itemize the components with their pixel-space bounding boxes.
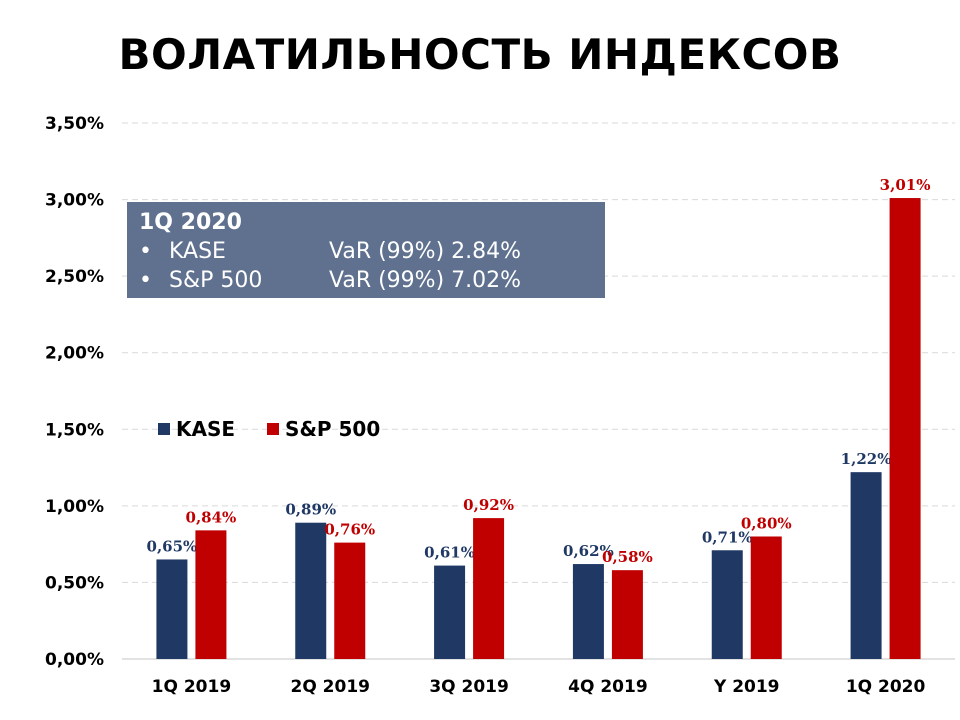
data-label-kase: 0,89% [285, 501, 336, 519]
bar-sp500 [334, 542, 366, 659]
x-tick-label: 2Q 2019 [290, 677, 370, 697]
x-tick-label: 4Q 2019 [568, 677, 648, 697]
info-row-kase: • KASE VaR (99%) 2.84% [139, 237, 593, 266]
legend-item-kase: KASE [158, 417, 235, 441]
data-label-sp500: 0,80% [741, 514, 792, 532]
x-tick-label: 1Q 2019 [152, 677, 232, 697]
bar-sp500 [473, 518, 505, 659]
bar-kase [295, 522, 327, 659]
bar-kase [572, 564, 604, 659]
data-label-kase: 0,71% [702, 528, 753, 546]
chart-title: ВОЛАТИЛЬНОСТЬ ИНДЕКСОВ [118, 30, 842, 79]
chart-legend: KASE S&P 500 [158, 417, 380, 441]
data-label-kase: 1,22% [841, 450, 892, 468]
bullet-icon: • [139, 239, 152, 264]
legend-label-kase: KASE [176, 417, 236, 441]
info-row-sp500: • S&P 500 VaR (99%) 7.02% [139, 266, 593, 295]
bar-kase [711, 550, 743, 659]
legend-swatch-sp500 [267, 423, 280, 435]
var-info-box: 1Q 2020 • KASE VaR (99%) 2.84% • S&P 500… [127, 202, 605, 298]
data-label-sp500: 0,76% [324, 521, 375, 539]
x-tick-label: 3Q 2019 [429, 677, 509, 697]
y-tick-label: 0,50% [45, 573, 104, 593]
data-label-sp500: 0,92% [463, 496, 514, 514]
data-label-sp500: 0,58% [602, 548, 653, 566]
y-tick-label: 3,00% [45, 191, 104, 211]
bar-sp500 [889, 198, 921, 660]
x-tick-label: 1Q 2020 [846, 677, 926, 697]
bar-sp500 [611, 570, 643, 659]
legend-item-sp500: S&P 500 [267, 417, 380, 441]
info-row-value: VaR (99%) 7.02% [329, 268, 522, 293]
y-tick-label: 3,50% [45, 114, 104, 134]
y-tick-label: 2,50% [45, 267, 104, 287]
bar-kase [434, 565, 466, 659]
x-tick-label: Y 2019 [713, 677, 780, 697]
bar-kase [156, 559, 188, 659]
y-tick-label: 1,00% [45, 497, 104, 517]
bar-sp500 [750, 536, 782, 659]
y-tick-label: 1,50% [45, 420, 104, 440]
data-label-kase: 0,62% [563, 542, 614, 560]
data-label-kase: 0,61% [424, 544, 475, 562]
info-row-name: KASE [169, 239, 226, 264]
bar-sp500 [195, 530, 227, 659]
info-row-name: S&P 500 [169, 268, 263, 293]
y-tick-label: 2,00% [45, 344, 104, 364]
info-row-value: VaR (99%) 2.84% [329, 239, 522, 264]
legend-label-sp500: S&P 500 [285, 417, 381, 441]
y-tick-label: 0,00% [45, 650, 104, 670]
bar-kase [850, 472, 882, 659]
legend-swatch-kase [158, 423, 170, 435]
data-label-sp500: 3,01% [880, 176, 931, 194]
data-label-kase: 0,65% [147, 537, 198, 555]
bullet-icon: • [139, 268, 152, 293]
data-label-sp500: 0,84% [186, 508, 237, 526]
info-box-header: 1Q 2020 [139, 210, 242, 235]
